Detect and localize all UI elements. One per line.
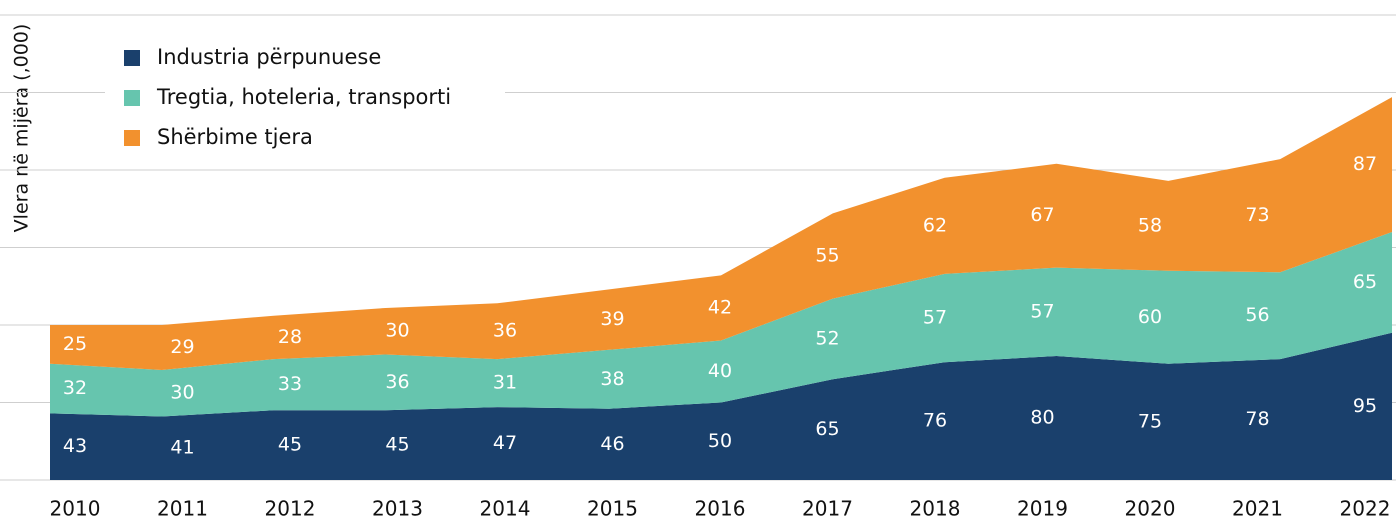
value-label: 31 [493,372,517,394]
value-label: 25 [63,333,87,355]
value-label: 50 [708,430,732,452]
value-label: 75 [1138,410,1162,432]
value-label: 78 [1245,408,1269,430]
x-tick-label: 2014 [480,497,531,521]
legend: Industria përpunuese Tregtia, hoteleria, … [105,38,505,160]
value-label: 33 [278,373,302,395]
value-label: 42 [708,296,732,318]
value-label: 87 [1353,153,1377,175]
value-label: 32 [63,377,87,399]
value-label: 43 [63,435,87,457]
value-label: 95 [1353,395,1377,417]
x-tick-label: 2018 [910,497,961,521]
x-tick-label: 2015 [587,497,638,521]
value-label: 45 [385,434,409,456]
value-label: 28 [278,326,302,348]
value-label: 29 [170,336,194,358]
x-tick-label: 2013 [372,497,423,521]
legend-label: Shërbime tjera [157,125,313,149]
legend-swatch [124,90,140,106]
value-label: 40 [708,360,732,382]
value-label: 76 [923,410,947,432]
value-label: 80 [1030,407,1054,429]
x-tick-label: 2012 [265,497,316,521]
y-axis-label: Vlera në mijëra (,000) [11,24,33,233]
value-label: 38 [600,368,624,390]
legend-label: Industria përpunuese [157,45,381,69]
x-tick-label: 2016 [695,497,746,521]
value-label: 46 [600,433,624,455]
value-label: 65 [815,418,839,440]
value-label: 52 [815,327,839,349]
x-tick-label: 2017 [802,497,853,521]
x-tick-label: 2022 [1340,497,1391,521]
value-label: 56 [1245,304,1269,326]
value-label: 57 [1030,300,1054,322]
value-label: 39 [600,308,624,330]
legend-bg [105,38,505,160]
value-label: 62 [923,214,947,236]
x-tick-label: 2010 [50,497,101,521]
x-tick-label: 2021 [1232,497,1283,521]
value-label: 47 [493,432,517,454]
area [50,332,1392,480]
area [50,232,1392,417]
x-tick-label: 2011 [157,497,208,521]
value-label: 60 [1138,306,1162,328]
value-label: 36 [385,371,409,393]
value-label: 55 [815,245,839,267]
legend-label: Tregtia, hoteleria, transporti [156,85,451,109]
value-label: 65 [1353,271,1377,293]
value-label: 30 [385,320,409,342]
legend-swatch [124,50,140,66]
value-label: 45 [278,434,302,456]
value-label: 67 [1030,204,1054,226]
value-label: 41 [170,437,194,459]
legend-swatch [124,130,140,146]
value-label: 58 [1138,214,1162,236]
value-label: 57 [923,307,947,329]
x-tick-label: 2020 [1125,497,1176,521]
value-label: 73 [1245,204,1269,226]
value-label: 30 [170,382,194,404]
value-label: 36 [493,320,517,342]
area [50,97,1392,370]
x-tick-label: 2019 [1017,497,1068,521]
